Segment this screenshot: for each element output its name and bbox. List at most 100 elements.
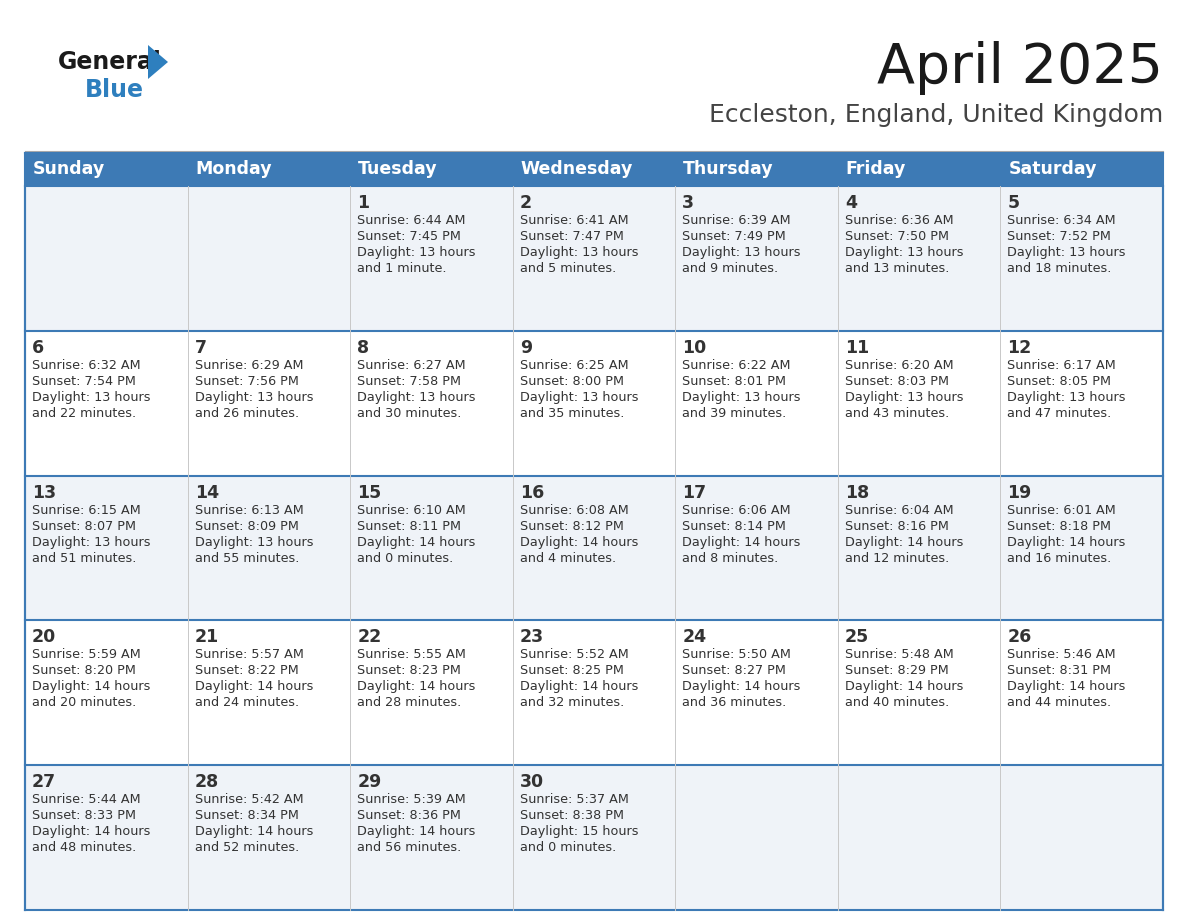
Text: 28: 28: [195, 773, 219, 791]
Text: Daylight: 14 hours: Daylight: 14 hours: [195, 825, 312, 838]
Text: and 51 minutes.: and 51 minutes.: [32, 552, 137, 565]
Text: 26: 26: [1007, 629, 1031, 646]
Text: 15: 15: [358, 484, 381, 501]
Text: 2: 2: [519, 194, 532, 212]
Text: and 13 minutes.: and 13 minutes.: [845, 262, 949, 275]
Text: 24: 24: [682, 629, 707, 646]
Text: Sunrise: 5:42 AM: Sunrise: 5:42 AM: [195, 793, 303, 806]
Text: Sunset: 7:47 PM: Sunset: 7:47 PM: [519, 230, 624, 243]
Polygon shape: [25, 330, 188, 476]
Text: Sunset: 7:58 PM: Sunset: 7:58 PM: [358, 375, 461, 387]
Polygon shape: [1000, 766, 1163, 910]
Text: and 39 minutes.: and 39 minutes.: [682, 407, 786, 420]
Polygon shape: [838, 621, 1000, 766]
Text: Sunset: 8:03 PM: Sunset: 8:03 PM: [845, 375, 949, 387]
Polygon shape: [675, 330, 838, 476]
Text: Sunset: 8:29 PM: Sunset: 8:29 PM: [845, 665, 948, 677]
Text: Sunrise: 5:52 AM: Sunrise: 5:52 AM: [519, 648, 628, 661]
Text: and 47 minutes.: and 47 minutes.: [1007, 407, 1112, 420]
Text: 14: 14: [195, 484, 219, 501]
Text: and 44 minutes.: and 44 minutes.: [1007, 697, 1112, 710]
Text: 19: 19: [1007, 484, 1031, 501]
Text: 17: 17: [682, 484, 707, 501]
Text: Sunday: Sunday: [33, 161, 106, 178]
Polygon shape: [25, 766, 188, 910]
Text: Sunrise: 6:36 AM: Sunrise: 6:36 AM: [845, 214, 954, 227]
Text: Sunrise: 5:50 AM: Sunrise: 5:50 AM: [682, 648, 791, 661]
Polygon shape: [675, 621, 838, 766]
Text: 9: 9: [519, 339, 532, 357]
Text: and 48 minutes.: and 48 minutes.: [32, 841, 137, 855]
Text: 10: 10: [682, 339, 707, 357]
Text: Daylight: 13 hours: Daylight: 13 hours: [519, 246, 638, 259]
Text: 5: 5: [1007, 194, 1019, 212]
Text: Sunrise: 6:22 AM: Sunrise: 6:22 AM: [682, 359, 791, 372]
Text: 13: 13: [32, 484, 56, 501]
Text: Sunrise: 6:27 AM: Sunrise: 6:27 AM: [358, 359, 466, 372]
Text: and 22 minutes.: and 22 minutes.: [32, 407, 137, 420]
Polygon shape: [188, 186, 350, 330]
Text: Sunset: 8:23 PM: Sunset: 8:23 PM: [358, 665, 461, 677]
Text: 29: 29: [358, 773, 381, 791]
Text: and 8 minutes.: and 8 minutes.: [682, 552, 778, 565]
Text: Sunrise: 6:04 AM: Sunrise: 6:04 AM: [845, 504, 954, 517]
Polygon shape: [25, 476, 188, 621]
Text: Daylight: 13 hours: Daylight: 13 hours: [32, 391, 151, 404]
Text: Sunrise: 5:55 AM: Sunrise: 5:55 AM: [358, 648, 466, 661]
Text: 23: 23: [519, 629, 544, 646]
Text: Sunset: 8:16 PM: Sunset: 8:16 PM: [845, 520, 949, 532]
Text: Sunset: 8:12 PM: Sunset: 8:12 PM: [519, 520, 624, 532]
Text: Sunrise: 6:29 AM: Sunrise: 6:29 AM: [195, 359, 303, 372]
Text: and 5 minutes.: and 5 minutes.: [519, 262, 615, 275]
Text: Sunrise: 6:10 AM: Sunrise: 6:10 AM: [358, 504, 466, 517]
Text: Sunrise: 6:41 AM: Sunrise: 6:41 AM: [519, 214, 628, 227]
Text: Daylight: 13 hours: Daylight: 13 hours: [1007, 391, 1126, 404]
Text: Sunrise: 6:25 AM: Sunrise: 6:25 AM: [519, 359, 628, 372]
Text: Daylight: 14 hours: Daylight: 14 hours: [32, 825, 151, 838]
Polygon shape: [350, 766, 513, 910]
Text: Daylight: 13 hours: Daylight: 13 hours: [845, 391, 963, 404]
Text: 27: 27: [32, 773, 56, 791]
Text: and 16 minutes.: and 16 minutes.: [1007, 552, 1112, 565]
Polygon shape: [513, 766, 675, 910]
Text: Sunset: 8:27 PM: Sunset: 8:27 PM: [682, 665, 786, 677]
Text: Wednesday: Wednesday: [520, 161, 633, 178]
Text: Sunrise: 6:06 AM: Sunrise: 6:06 AM: [682, 504, 791, 517]
Text: Daylight: 13 hours: Daylight: 13 hours: [682, 391, 801, 404]
Text: Sunrise: 5:39 AM: Sunrise: 5:39 AM: [358, 793, 466, 806]
Polygon shape: [188, 476, 350, 621]
Text: Sunset: 8:31 PM: Sunset: 8:31 PM: [1007, 665, 1112, 677]
Text: Daylight: 14 hours: Daylight: 14 hours: [845, 535, 963, 549]
Text: Sunrise: 6:44 AM: Sunrise: 6:44 AM: [358, 214, 466, 227]
Text: Blue: Blue: [86, 78, 144, 102]
Polygon shape: [838, 153, 1000, 186]
Polygon shape: [513, 330, 675, 476]
Text: 6: 6: [32, 339, 44, 357]
Text: Sunrise: 6:39 AM: Sunrise: 6:39 AM: [682, 214, 791, 227]
Text: General: General: [58, 50, 162, 74]
Text: Sunset: 7:49 PM: Sunset: 7:49 PM: [682, 230, 786, 243]
Text: 12: 12: [1007, 339, 1031, 357]
Text: and 43 minutes.: and 43 minutes.: [845, 407, 949, 420]
Text: Sunrise: 5:57 AM: Sunrise: 5:57 AM: [195, 648, 303, 661]
Text: Daylight: 14 hours: Daylight: 14 hours: [358, 535, 475, 549]
Text: Sunrise: 5:37 AM: Sunrise: 5:37 AM: [519, 793, 628, 806]
Text: Sunrise: 5:44 AM: Sunrise: 5:44 AM: [32, 793, 140, 806]
Text: Daylight: 13 hours: Daylight: 13 hours: [32, 535, 151, 549]
Polygon shape: [350, 476, 513, 621]
Text: Sunset: 8:18 PM: Sunset: 8:18 PM: [1007, 520, 1112, 532]
Text: Daylight: 14 hours: Daylight: 14 hours: [358, 680, 475, 693]
Polygon shape: [675, 186, 838, 330]
Text: Sunset: 8:01 PM: Sunset: 8:01 PM: [682, 375, 786, 387]
Polygon shape: [838, 476, 1000, 621]
Polygon shape: [1000, 476, 1163, 621]
Text: and 0 minutes.: and 0 minutes.: [358, 552, 454, 565]
Polygon shape: [350, 330, 513, 476]
Polygon shape: [188, 621, 350, 766]
Text: Daylight: 13 hours: Daylight: 13 hours: [195, 535, 314, 549]
Text: Sunset: 8:33 PM: Sunset: 8:33 PM: [32, 809, 135, 823]
Text: Sunset: 8:34 PM: Sunset: 8:34 PM: [195, 809, 298, 823]
Text: Daylight: 14 hours: Daylight: 14 hours: [195, 680, 312, 693]
Text: and 12 minutes.: and 12 minutes.: [845, 552, 949, 565]
Polygon shape: [513, 621, 675, 766]
